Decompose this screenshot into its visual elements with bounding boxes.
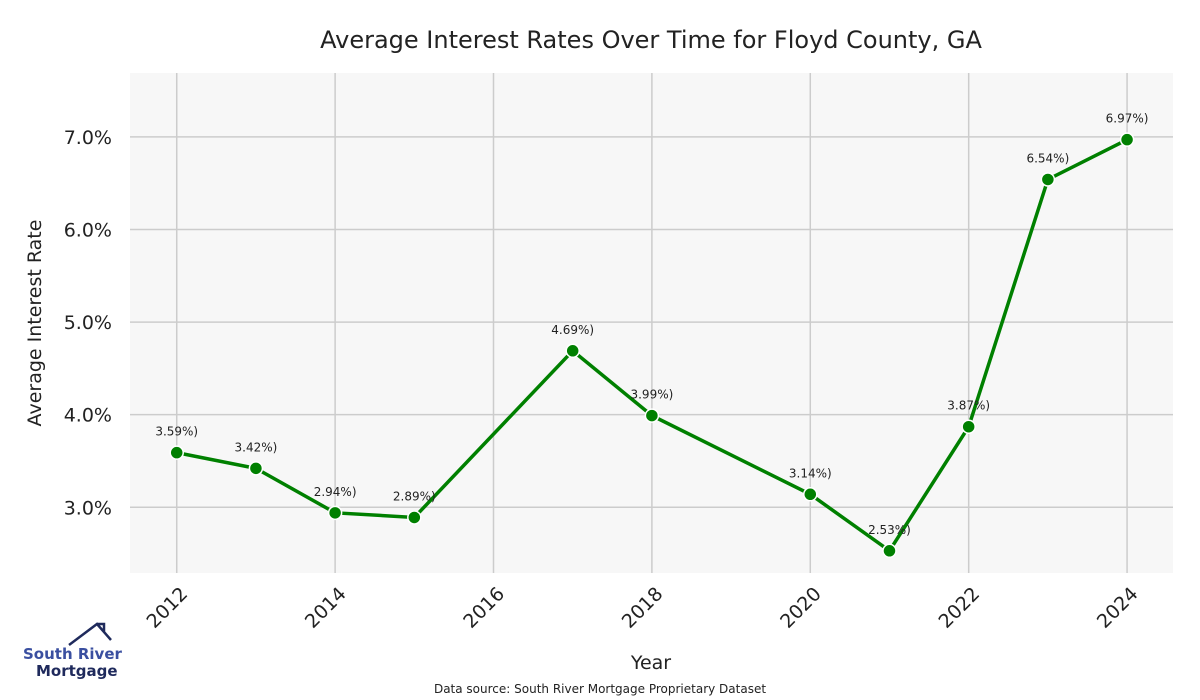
data-point xyxy=(248,461,264,476)
data-point xyxy=(565,343,580,359)
y-tick-label: 3.0% xyxy=(64,497,112,519)
x-tick-label: 2012 xyxy=(143,583,193,633)
y-tick-label: 4.0% xyxy=(64,405,112,427)
data-point xyxy=(1040,172,1056,187)
chart-title: Average Interest Rates Over Time for Flo… xyxy=(320,26,982,54)
data-label: 2.89%) xyxy=(393,489,436,503)
x-tick-label: 2022 xyxy=(934,583,984,633)
data-point xyxy=(961,419,976,434)
data-label: 3.59%) xyxy=(155,425,198,439)
data-point xyxy=(803,487,818,502)
x-tick-label: 2014 xyxy=(301,583,351,633)
data-point xyxy=(644,408,660,423)
data-point xyxy=(327,505,343,521)
data-label: 3.87%) xyxy=(947,399,990,413)
data-point xyxy=(882,543,897,559)
y-axis-label: Average Interest Rate xyxy=(24,220,46,427)
logo-line1: South River xyxy=(23,645,123,663)
y-tick-label: 5.0% xyxy=(64,312,112,334)
x-tick-label: 2020 xyxy=(776,583,826,633)
source-note: Data source: South River Mortgage Propri… xyxy=(434,682,766,696)
data-point xyxy=(169,445,184,460)
data-point xyxy=(407,510,422,525)
x-tick-label: 2024 xyxy=(1093,583,1143,633)
x-tick-label: 2016 xyxy=(459,583,509,633)
logo: South River Mortgage xyxy=(23,622,123,680)
data-point xyxy=(1119,132,1135,147)
x-tick-label: 2018 xyxy=(618,583,668,633)
house-roof-icon xyxy=(68,622,112,646)
data-label: 2.53%) xyxy=(868,523,911,537)
data-label: 6.54%) xyxy=(1026,151,1069,165)
data-label: 4.69%) xyxy=(551,323,594,337)
data-label: 3.14%) xyxy=(789,466,832,480)
data-label: 3.42%) xyxy=(235,440,278,454)
x-axis-label: Year xyxy=(630,652,671,674)
y-tick-label: 6.0% xyxy=(64,219,112,241)
data-label: 3.99%) xyxy=(630,388,673,402)
data-label: 6.97%) xyxy=(1106,112,1149,126)
data-label: 2.94%) xyxy=(314,485,357,499)
y-tick-label: 7.0% xyxy=(64,127,112,149)
logo-line2: Mortgage xyxy=(36,662,118,680)
